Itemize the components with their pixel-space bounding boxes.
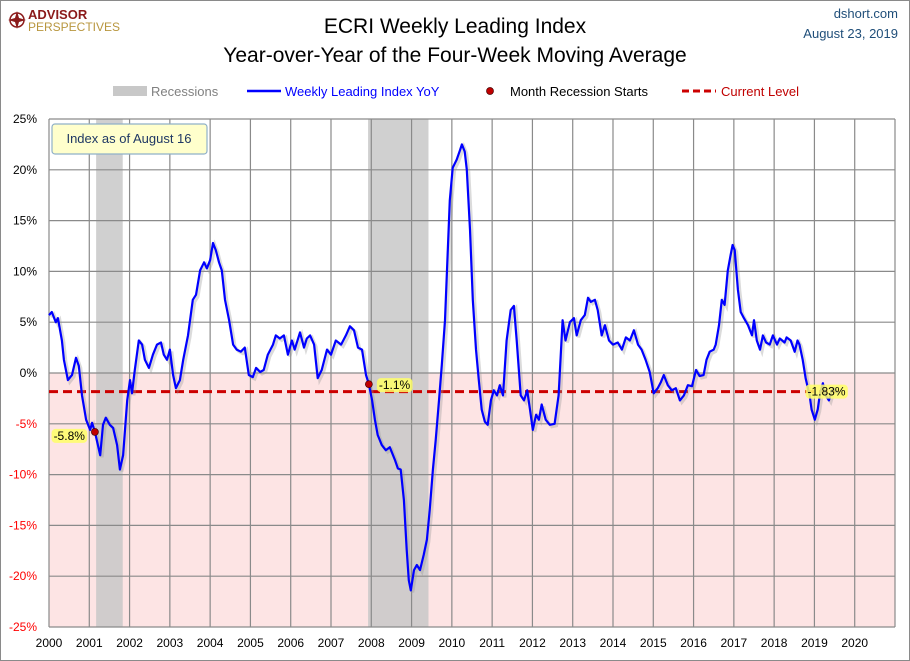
x-tick-label: 2007 bbox=[318, 636, 345, 650]
y-tick-label: -20% bbox=[9, 569, 37, 583]
x-tick-label: 2004 bbox=[197, 636, 224, 650]
y-tick-label: -10% bbox=[9, 468, 37, 482]
y-tick-label: 20% bbox=[13, 163, 37, 177]
recession-start-label-highlight bbox=[376, 378, 413, 393]
current-level-label-highlight bbox=[805, 384, 848, 399]
series-line bbox=[48, 143, 839, 592]
recession-start-label: -1.1% bbox=[379, 378, 411, 392]
logo: ADVISOR PERSPECTIVES bbox=[8, 7, 120, 34]
y-tick-label: 5% bbox=[20, 315, 38, 329]
legend-series-label: Weekly Leading Index YoY bbox=[285, 84, 440, 99]
legend-recessions-label: Recessions bbox=[151, 84, 219, 99]
x-tick-label: 2005 bbox=[237, 636, 264, 650]
y-tick-label: 0% bbox=[20, 366, 38, 380]
x-tick-label: 2006 bbox=[277, 636, 304, 650]
chart-subtitle: Year-over-Year of the Four-Week Moving A… bbox=[223, 44, 686, 67]
legend-recessions-swatch bbox=[113, 86, 147, 96]
x-tick-label: 2012 bbox=[519, 636, 546, 650]
y-tick-label: 15% bbox=[13, 214, 37, 228]
x-tick-label: 2020 bbox=[841, 636, 868, 650]
y-tick-label: -5% bbox=[16, 417, 38, 431]
x-tick-label: 2016 bbox=[680, 636, 707, 650]
x-tick-label: 2017 bbox=[721, 636, 748, 650]
x-tick-label: 2015 bbox=[640, 636, 667, 650]
x-tick-label: 2000 bbox=[36, 636, 63, 650]
compass-star-icon bbox=[8, 11, 26, 29]
chart-title: ECRI Weekly Leading Index bbox=[324, 15, 587, 38]
x-tick-label: 2014 bbox=[600, 636, 627, 650]
y-tick-label: -15% bbox=[9, 518, 37, 532]
plot-area: 25% 20% 15% 10% 5% 0% -5% -10% -15% -20% -25% 2000 2… bbox=[9, 112, 896, 650]
x-tick-label: 2011 bbox=[479, 636, 505, 650]
source-date: August 23, 2019 bbox=[803, 26, 898, 41]
recession-start-label-highlight bbox=[51, 428, 88, 443]
recession-start-marker bbox=[91, 428, 99, 436]
y-tick-label: 10% bbox=[13, 264, 37, 278]
annotation-box: Index as of August 16 bbox=[51, 123, 208, 155]
legend-current-label: Current Level bbox=[721, 84, 799, 99]
legend-recession-start-label: Month Recession Starts bbox=[510, 84, 649, 99]
x-tick-label: 2009 bbox=[398, 636, 425, 650]
source-site: dshort.com bbox=[834, 6, 898, 21]
legend: Recessions Weekly Leading Index YoY Mont… bbox=[113, 84, 799, 99]
logo-line1: ADVISOR bbox=[28, 7, 88, 22]
x-tick-label: 2019 bbox=[801, 636, 828, 650]
y-tick-label: -25% bbox=[9, 620, 37, 634]
x-tick-label: 2002 bbox=[116, 636, 143, 650]
y-tick-label: 25% bbox=[13, 112, 37, 126]
recession-start-marker bbox=[365, 380, 373, 389]
negative-zone bbox=[49, 373, 895, 627]
current-level-label: -1.83% bbox=[807, 385, 845, 399]
x-tick-label: 2003 bbox=[157, 636, 184, 650]
annotation-text: Index as of August 16 bbox=[66, 131, 191, 146]
x-tick-label: 2013 bbox=[559, 636, 586, 650]
logo-line2: PERSPECTIVES bbox=[28, 20, 120, 34]
x-tick-label: 2001 bbox=[76, 636, 103, 650]
recession-start-label: -5.8% bbox=[54, 429, 86, 443]
x-tick-label: 2008 bbox=[358, 636, 385, 650]
legend-recession-start-swatch bbox=[486, 87, 494, 95]
x-tick-label: 2018 bbox=[761, 636, 788, 650]
x-tick-label: 2010 bbox=[439, 636, 466, 650]
